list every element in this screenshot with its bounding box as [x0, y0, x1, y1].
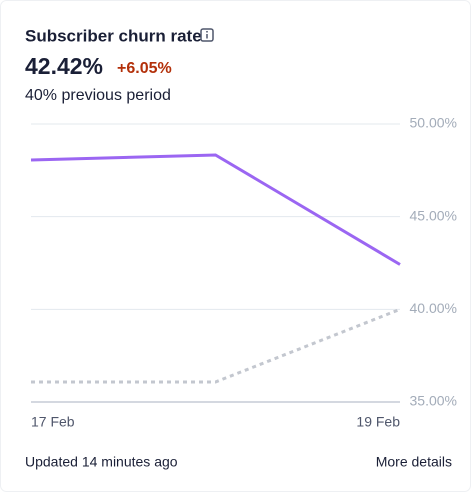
comparison: 40% previous period: [25, 87, 171, 104]
card-title: Subscriber churn rate: [25, 26, 202, 45]
plot: 50.00% 45.00% 40.00% 35.00% 17 Feb 19 Feb: [30, 115, 457, 430]
change-value: +6.05%: [117, 60, 172, 77]
series-line: [30, 153, 401, 266]
more-details-link[interactable]: More details: [376, 454, 452, 470]
y-tick-label: 40.00%: [410, 300, 457, 316]
x-tick-label: 17 Feb: [31, 414, 75, 430]
y-tick-label: 45.00%: [410, 207, 457, 223]
y-tick-label: 50.00%: [410, 115, 457, 131]
footer: Updated 14 minutes ago: [25, 454, 178, 470]
headline-value: 42.42%: [25, 53, 103, 79]
x-tick-label: 19 Feb: [356, 414, 400, 430]
series-line: [31, 307, 401, 384]
y-tick-label: 35.00%: [410, 393, 457, 409]
info-icon: [200, 28, 214, 42]
